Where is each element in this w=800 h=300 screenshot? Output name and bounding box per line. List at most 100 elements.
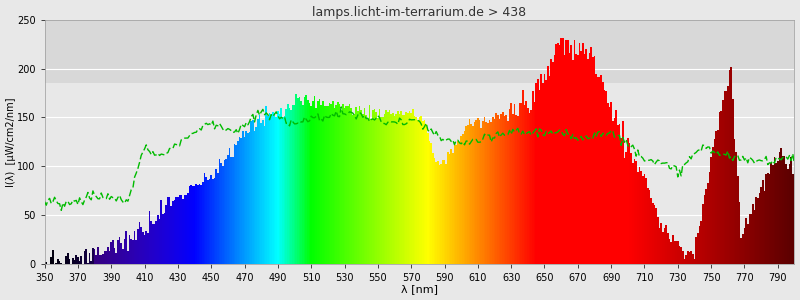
Bar xyxy=(527,108,529,264)
Bar xyxy=(180,195,182,264)
Bar xyxy=(594,56,595,264)
Bar xyxy=(437,161,438,264)
Bar xyxy=(192,186,194,264)
Bar xyxy=(600,75,602,264)
Bar xyxy=(682,251,684,264)
Bar xyxy=(592,57,594,264)
Bar xyxy=(689,252,690,264)
Bar xyxy=(567,40,569,264)
Bar xyxy=(154,224,155,264)
Bar xyxy=(674,241,675,264)
Bar xyxy=(584,54,586,264)
Bar xyxy=(738,202,740,264)
Bar xyxy=(95,255,97,264)
Bar xyxy=(298,97,301,264)
Bar xyxy=(449,154,450,264)
Bar xyxy=(277,111,278,264)
Bar xyxy=(652,203,654,264)
Bar xyxy=(482,121,484,264)
Bar xyxy=(694,260,695,264)
Bar xyxy=(269,113,270,264)
Bar xyxy=(650,198,652,264)
Bar xyxy=(500,114,502,264)
Bar xyxy=(629,143,630,264)
Bar xyxy=(783,156,786,264)
Bar xyxy=(267,116,269,264)
Bar xyxy=(146,231,147,264)
Bar xyxy=(397,110,398,264)
Bar xyxy=(144,236,146,264)
Bar xyxy=(655,208,657,264)
Bar xyxy=(692,254,694,264)
Bar xyxy=(155,221,157,264)
Bar xyxy=(492,117,494,264)
Bar xyxy=(320,105,322,264)
Bar xyxy=(444,160,446,264)
Bar xyxy=(517,116,518,264)
Bar xyxy=(118,237,121,264)
Bar xyxy=(335,105,337,264)
Bar xyxy=(362,114,364,264)
Bar xyxy=(534,102,535,264)
Bar xyxy=(720,111,722,264)
Bar xyxy=(370,119,372,264)
Bar xyxy=(169,197,170,264)
Bar xyxy=(729,70,730,264)
Bar xyxy=(142,232,144,264)
Bar xyxy=(787,169,789,264)
Bar xyxy=(512,113,514,264)
Bar xyxy=(522,89,524,264)
Bar xyxy=(50,257,52,264)
Bar xyxy=(329,103,330,264)
Bar xyxy=(570,45,572,264)
Bar xyxy=(346,106,347,264)
Bar xyxy=(542,83,544,264)
X-axis label: λ [nm]: λ [nm] xyxy=(401,284,438,294)
Bar xyxy=(566,40,567,264)
Bar xyxy=(709,172,710,264)
Bar xyxy=(626,152,627,264)
Bar xyxy=(462,134,464,264)
Bar xyxy=(175,197,177,264)
Bar xyxy=(207,179,209,264)
Bar xyxy=(737,176,738,264)
Bar xyxy=(750,214,752,264)
Bar xyxy=(55,263,57,264)
Bar xyxy=(235,145,237,264)
Bar xyxy=(194,186,195,264)
Bar xyxy=(415,117,417,264)
Bar xyxy=(72,258,74,264)
Bar xyxy=(166,205,167,264)
Bar xyxy=(360,110,362,264)
Bar xyxy=(302,106,304,264)
Bar xyxy=(238,137,241,264)
Bar xyxy=(607,103,609,264)
Bar xyxy=(435,162,437,264)
Bar xyxy=(782,156,784,264)
Bar xyxy=(662,232,664,264)
Bar xyxy=(460,136,462,264)
Bar xyxy=(254,131,255,264)
Bar xyxy=(262,120,264,264)
Bar xyxy=(683,259,686,264)
Bar xyxy=(562,38,564,264)
Bar xyxy=(409,111,410,264)
Bar xyxy=(672,235,674,264)
Bar xyxy=(532,91,534,264)
Bar xyxy=(732,99,734,264)
Bar xyxy=(502,112,504,264)
Bar xyxy=(637,172,638,264)
Bar xyxy=(297,98,298,264)
Bar xyxy=(569,53,570,264)
Bar xyxy=(315,108,317,264)
Bar xyxy=(97,247,98,264)
Bar xyxy=(740,238,742,264)
Bar xyxy=(615,110,617,264)
Bar xyxy=(120,244,122,264)
Bar xyxy=(230,157,232,264)
Bar xyxy=(234,144,235,264)
Bar xyxy=(610,102,612,264)
Bar xyxy=(582,44,584,264)
Bar xyxy=(227,155,229,264)
Bar xyxy=(506,115,507,264)
